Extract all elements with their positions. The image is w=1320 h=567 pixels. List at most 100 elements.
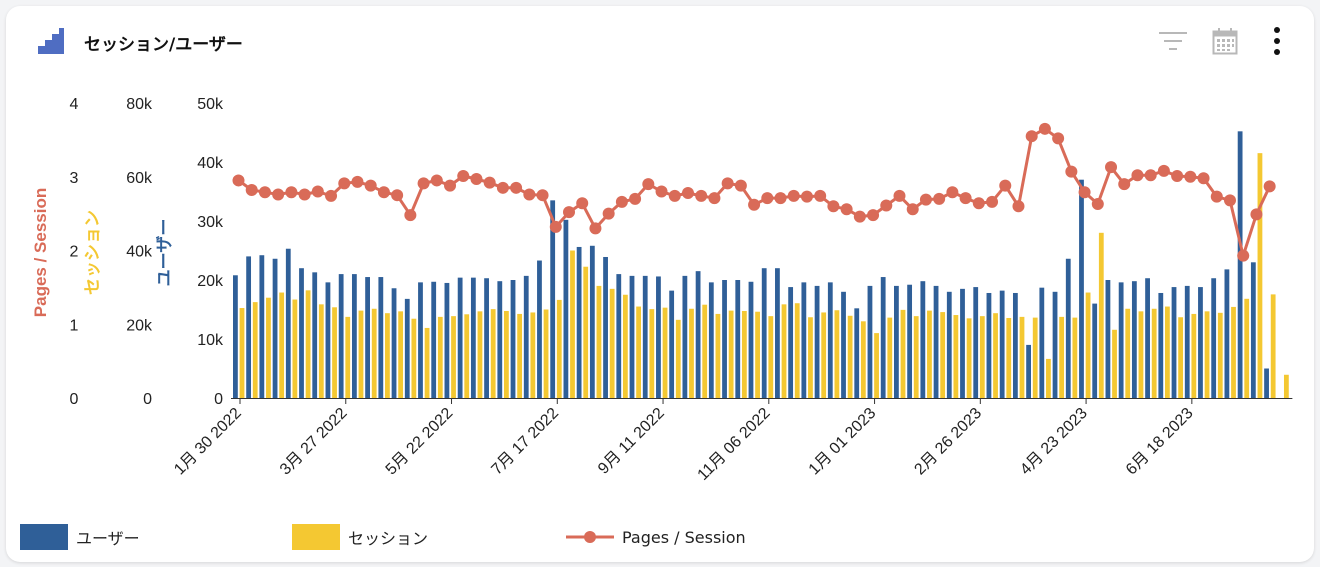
bar-users xyxy=(801,282,807,398)
pps-point xyxy=(853,210,866,223)
y-axis-title: Pages / Session xyxy=(31,188,50,317)
widget-header: セッション/ユーザー xyxy=(36,24,243,60)
bar-sessions xyxy=(464,314,470,398)
pps-point xyxy=(391,189,404,202)
pps-point xyxy=(417,177,430,190)
y-tick-label: 50k xyxy=(197,96,224,113)
y-tick-label: 3 xyxy=(70,170,79,187)
bar-sessions xyxy=(755,311,760,398)
bar-users xyxy=(312,272,318,398)
bar-users xyxy=(603,256,608,398)
pps-point xyxy=(1237,249,1250,262)
bar-users xyxy=(933,285,939,398)
bar-users xyxy=(1211,278,1217,398)
bar-users xyxy=(1264,368,1269,398)
bar-sessions xyxy=(900,309,906,398)
pps-point xyxy=(629,192,642,205)
pps-point xyxy=(959,192,972,205)
bar-users xyxy=(1118,282,1124,398)
bar-users xyxy=(708,282,714,398)
bar-users xyxy=(299,268,304,398)
y-tick-label: 40k xyxy=(197,155,224,172)
pps-point xyxy=(1144,169,1157,182)
pps-point xyxy=(245,184,258,197)
bar-sessions xyxy=(583,266,589,398)
pps-point xyxy=(483,176,496,189)
bar-users xyxy=(589,245,595,398)
y-tick-label: 0 xyxy=(214,391,223,408)
legend-item[interactable]: セッション xyxy=(292,524,428,550)
pps-point xyxy=(377,186,390,199)
pps-point xyxy=(1157,164,1170,177)
bar-sessions xyxy=(252,302,258,398)
bar-sessions xyxy=(451,316,456,398)
legend-item[interactable]: ユーザー xyxy=(20,524,140,550)
bar-users xyxy=(854,308,860,398)
pps-point xyxy=(642,178,655,191)
bar-sessions xyxy=(556,299,562,398)
pps-point xyxy=(919,193,932,206)
bar-sessions xyxy=(834,310,840,398)
bar-users xyxy=(431,281,437,398)
pps-point xyxy=(1197,172,1210,185)
bar-users xyxy=(523,275,529,398)
bar-users xyxy=(351,274,357,398)
pps-point xyxy=(1210,190,1223,203)
pps-point xyxy=(946,186,959,199)
bar-users xyxy=(484,278,489,398)
bar-sessions xyxy=(715,313,721,398)
bar-sessions xyxy=(411,318,417,398)
pps-point xyxy=(1263,180,1276,193)
bar-users xyxy=(444,282,450,398)
bar-users xyxy=(867,285,873,398)
x-tick-label: 1月 01 2023 xyxy=(806,405,880,479)
legend-swatch xyxy=(292,524,340,550)
bar-users xyxy=(404,298,410,398)
legend-item[interactable]: Pages / Session xyxy=(566,524,746,550)
pps-point xyxy=(655,185,668,198)
pps-point xyxy=(668,189,681,202)
pps-point xyxy=(986,195,999,208)
pps-point xyxy=(338,177,351,190)
more-menu-button[interactable] xyxy=(1262,26,1292,56)
y-tick-label: 20k xyxy=(197,273,224,290)
calendar-icon xyxy=(1212,28,1238,55)
bar-sessions xyxy=(781,304,787,398)
bar-users xyxy=(695,271,701,398)
pps-point xyxy=(1105,161,1118,174)
filter-button[interactable] xyxy=(1158,26,1188,56)
x-tick-label: 5月 22 2022 xyxy=(383,405,457,479)
y-tick-label: 2 xyxy=(70,244,79,261)
pps-point xyxy=(867,209,880,222)
bar-sessions xyxy=(636,306,641,398)
bar-sessions xyxy=(940,312,946,398)
bar-users xyxy=(761,268,767,398)
pps-point xyxy=(748,198,761,211)
bar-sessions xyxy=(1072,317,1078,398)
widget-title: セッション/ユーザー xyxy=(84,34,243,55)
calendar-button[interactable] xyxy=(1210,26,1240,56)
pps-point xyxy=(523,188,536,201)
widget-toolbar xyxy=(1136,26,1292,56)
bar-users xyxy=(537,260,542,398)
pps-point xyxy=(827,200,840,213)
pps-point xyxy=(232,174,245,187)
bar-users xyxy=(669,290,675,398)
filter-icon xyxy=(1159,32,1187,50)
bar-sessions xyxy=(517,313,523,398)
pps-point xyxy=(1118,178,1131,191)
bar-sessions xyxy=(1098,232,1104,398)
bar-users xyxy=(1224,269,1230,398)
bar-sessions xyxy=(332,307,337,398)
bar-users xyxy=(629,275,635,398)
bar-users xyxy=(986,292,992,398)
pps-point xyxy=(972,197,985,210)
y-tick-label: 4 xyxy=(70,96,79,113)
y-tick-label: 20k xyxy=(126,317,153,334)
x-tick-label: 6月 18 2023 xyxy=(1123,405,1197,479)
bar-sessions xyxy=(609,288,615,398)
bar-users xyxy=(391,288,397,398)
legend-label: Pages / Session xyxy=(622,527,746,547)
bar-users xyxy=(285,248,291,398)
